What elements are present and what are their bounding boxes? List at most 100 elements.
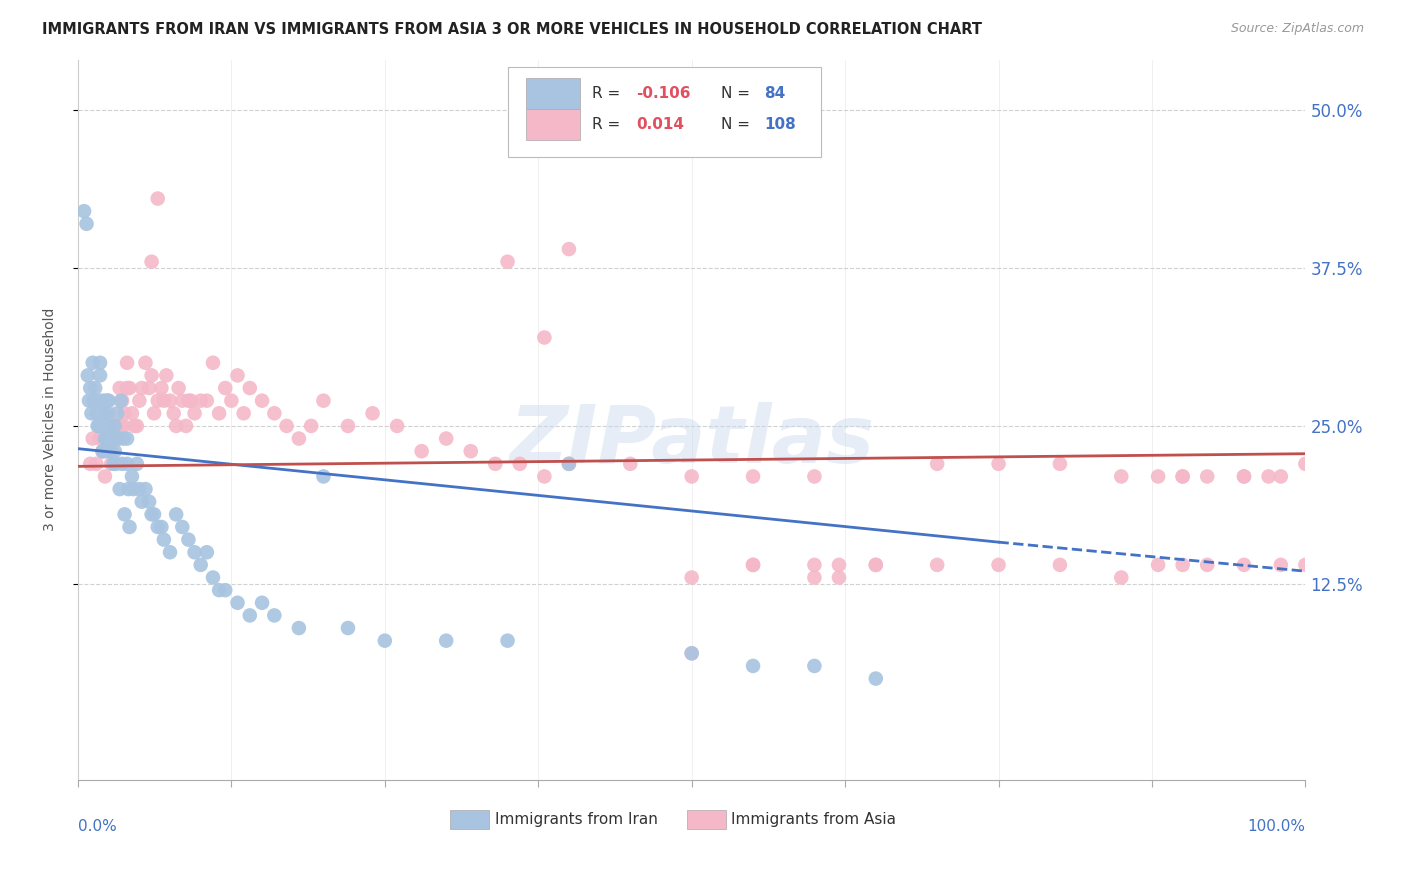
Point	[86, 418, 108, 433]
Point	[214, 381, 236, 395]
Point	[104, 418, 127, 433]
Point	[153, 393, 176, 408]
Point	[195, 545, 218, 559]
Point	[742, 558, 765, 572]
Point	[111, 457, 134, 471]
Point	[742, 469, 765, 483]
Point	[155, 368, 177, 383]
Point	[97, 406, 120, 420]
Point	[118, 381, 141, 395]
Point	[460, 444, 482, 458]
Point	[111, 393, 134, 408]
Point	[167, 381, 190, 395]
Point	[509, 457, 531, 471]
Point	[96, 444, 118, 458]
Point	[146, 520, 169, 534]
Point	[987, 457, 1010, 471]
Point	[150, 381, 173, 395]
Point	[94, 469, 117, 483]
Point	[619, 457, 641, 471]
Text: 0.014: 0.014	[637, 117, 685, 132]
Point	[1049, 558, 1071, 572]
Point	[104, 418, 127, 433]
Point	[239, 381, 262, 395]
Text: R =: R =	[592, 86, 626, 101]
Point	[146, 192, 169, 206]
Point	[250, 596, 273, 610]
Point	[105, 432, 128, 446]
Point	[128, 393, 150, 408]
Point	[742, 659, 765, 673]
Point	[159, 545, 181, 559]
Point	[141, 508, 163, 522]
Point	[226, 596, 249, 610]
Point	[803, 570, 825, 584]
Point	[208, 583, 231, 598]
Point	[107, 432, 129, 446]
Point	[190, 558, 212, 572]
Point	[927, 457, 949, 471]
Point	[138, 494, 160, 508]
Point	[190, 393, 212, 408]
Text: ZIPatlas: ZIPatlas	[509, 402, 875, 480]
Text: N =: N =	[721, 117, 755, 132]
Point	[195, 393, 218, 408]
Point	[125, 418, 148, 433]
Point	[80, 406, 103, 420]
Point	[153, 533, 176, 547]
Point	[361, 406, 384, 420]
Point	[159, 393, 181, 408]
Point	[86, 406, 108, 420]
Point	[263, 608, 285, 623]
Point	[299, 418, 322, 433]
Point	[104, 444, 127, 458]
Point	[496, 254, 519, 268]
Point	[89, 356, 111, 370]
Point	[108, 482, 131, 496]
Point	[141, 254, 163, 268]
Point	[115, 457, 138, 471]
Y-axis label: 3 or more Vehicles in Household: 3 or more Vehicles in Household	[44, 308, 58, 532]
Point	[98, 432, 121, 446]
Point	[828, 570, 851, 584]
Point	[112, 418, 135, 433]
Point	[177, 533, 200, 547]
Point	[337, 418, 360, 433]
Point	[86, 457, 108, 471]
Point	[128, 482, 150, 496]
Point	[114, 508, 136, 522]
Point	[1171, 469, 1194, 483]
Point	[411, 444, 433, 458]
Point	[180, 393, 202, 408]
Point	[183, 406, 205, 420]
Point	[112, 432, 135, 446]
Text: 0.0%: 0.0%	[77, 819, 117, 834]
Point	[91, 444, 114, 458]
Point	[96, 432, 118, 446]
Point	[1197, 558, 1219, 572]
Point	[89, 368, 111, 383]
FancyBboxPatch shape	[526, 110, 581, 139]
Point	[337, 621, 360, 635]
Point	[131, 494, 153, 508]
Point	[201, 570, 224, 584]
Point	[89, 432, 111, 446]
Point	[118, 520, 141, 534]
Point	[94, 393, 117, 408]
Point	[927, 558, 949, 572]
Point	[263, 406, 285, 420]
Point	[828, 558, 851, 572]
Point	[1270, 558, 1292, 572]
Point	[681, 646, 703, 660]
Point	[558, 457, 581, 471]
Point	[374, 633, 396, 648]
Point	[86, 393, 108, 408]
Point	[101, 432, 124, 446]
Point	[76, 217, 98, 231]
Point	[221, 393, 243, 408]
Point	[100, 457, 122, 471]
Point	[1233, 469, 1256, 483]
Point	[496, 633, 519, 648]
Point	[1049, 457, 1071, 471]
Text: 84: 84	[763, 86, 786, 101]
